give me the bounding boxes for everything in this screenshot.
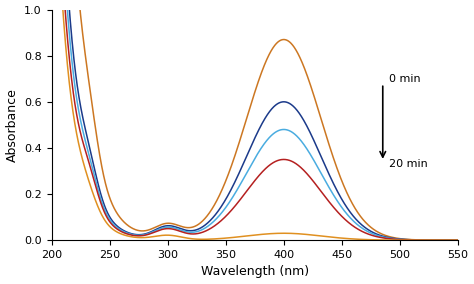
Text: 20 min: 20 min (389, 159, 428, 169)
X-axis label: Wavelength (nm): Wavelength (nm) (201, 266, 309, 278)
Text: 0 min: 0 min (389, 74, 420, 84)
Y-axis label: Absorbance: Absorbance (6, 88, 18, 162)
